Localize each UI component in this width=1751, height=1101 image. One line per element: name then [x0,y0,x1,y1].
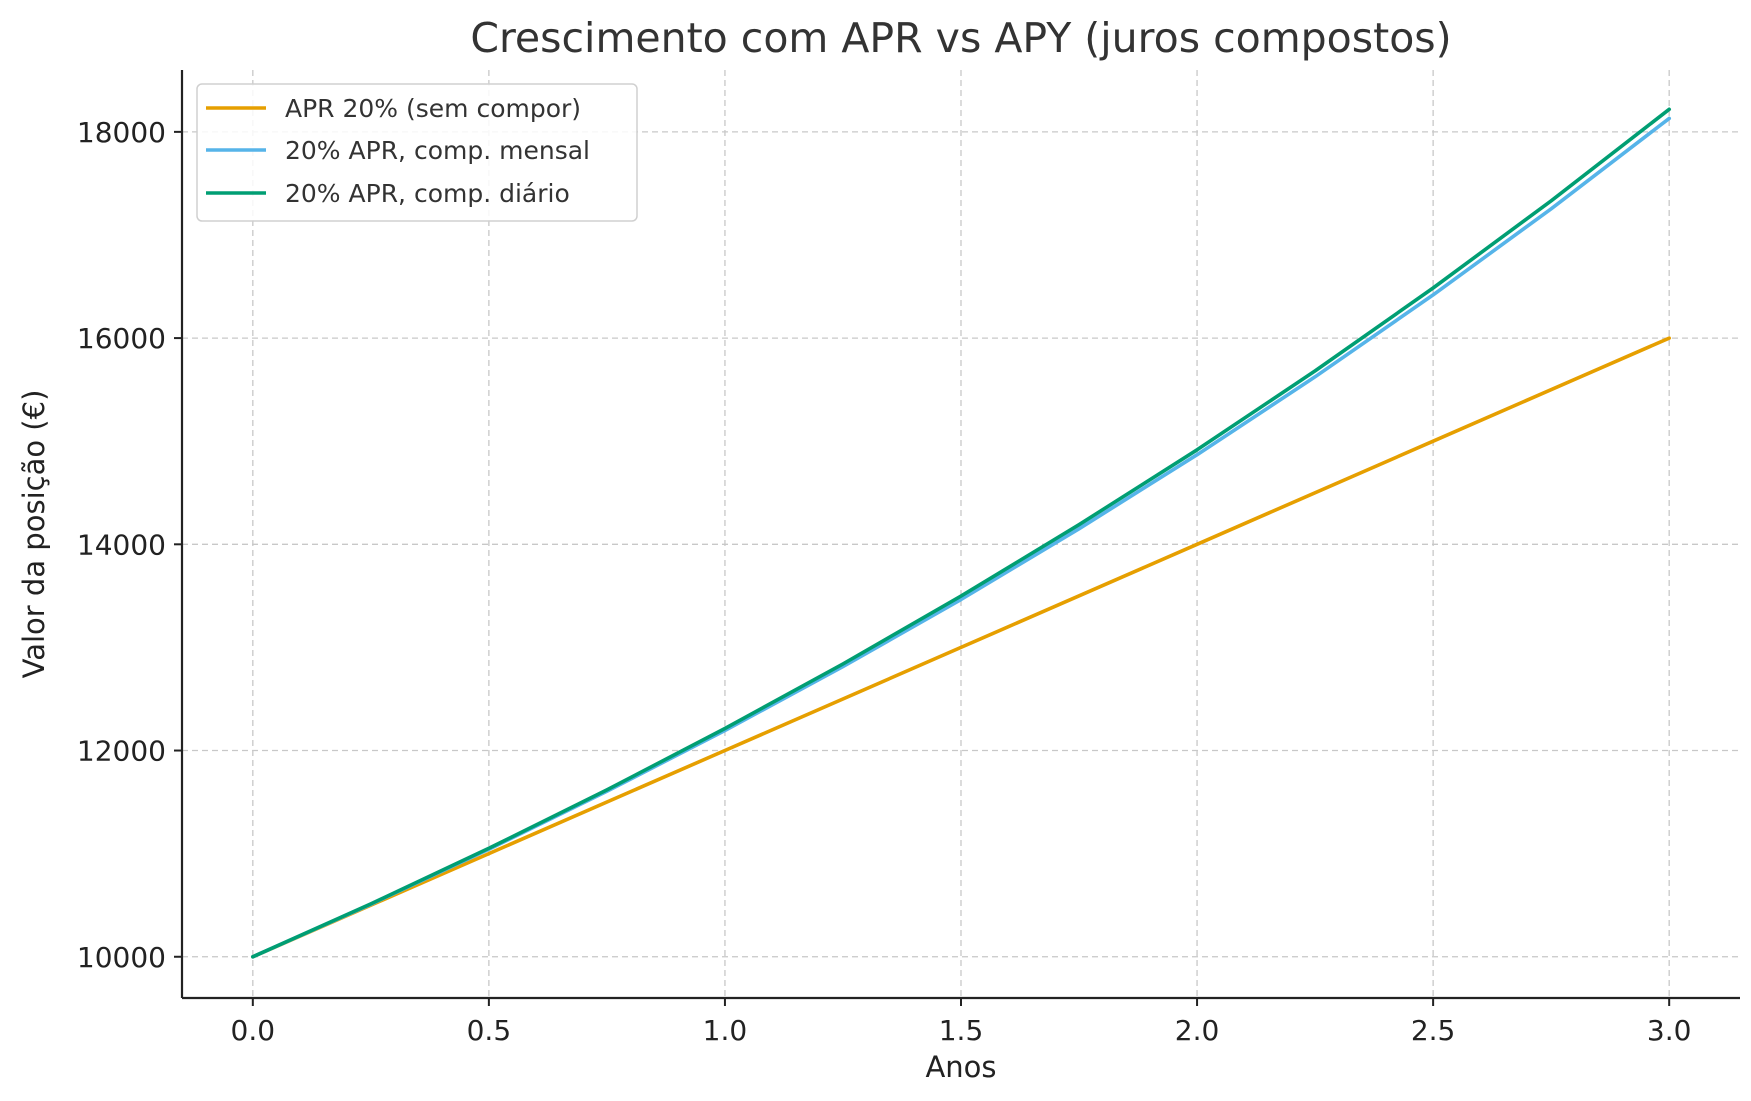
y-axis-label: Valor da posição (€) [17,390,51,679]
y-tick-label: 10000 [77,941,166,974]
series-line-daily [251,107,1671,959]
chart-title: Crescimento com APR vs APY (juros compos… [470,14,1451,62]
x-tick-label: 0.0 [231,1014,276,1047]
y-tick-label: 18000 [77,116,166,149]
legend-label-apr-simple: APR 20% (sem compor) [285,94,581,123]
y-tick-label: 14000 [77,528,166,561]
x-tick-label: 0.5 [467,1014,512,1047]
legend-label-monthly: 20% APR, comp. mensal [285,136,590,165]
x-tick-label: 3.0 [1647,1014,1692,1047]
series-line-apr-simple [251,336,1671,959]
legend-label-daily: 20% APR, comp. diário [285,179,570,208]
x-tick-label: 2.0 [1175,1014,1220,1047]
legend-box [196,83,638,222]
x-tick-label: 1.0 [703,1014,748,1047]
y-tick-label: 16000 [77,322,166,355]
series-layer [251,107,1671,959]
ticks: 0.0 0.5 1.0 1.5 2.0 2.5 3.0 10000 12000 14000 1600… [77,116,1692,1047]
x-tick-label: 1.5 [939,1014,984,1047]
x-axis-label: Anos [925,1050,996,1084]
legend: APR 20% (sem compor) 20% APR, comp. mens… [196,83,638,222]
y-tick-label: 12000 [77,735,166,768]
x-tick-label: 2.5 [1411,1014,1456,1047]
grid [182,70,1740,998]
